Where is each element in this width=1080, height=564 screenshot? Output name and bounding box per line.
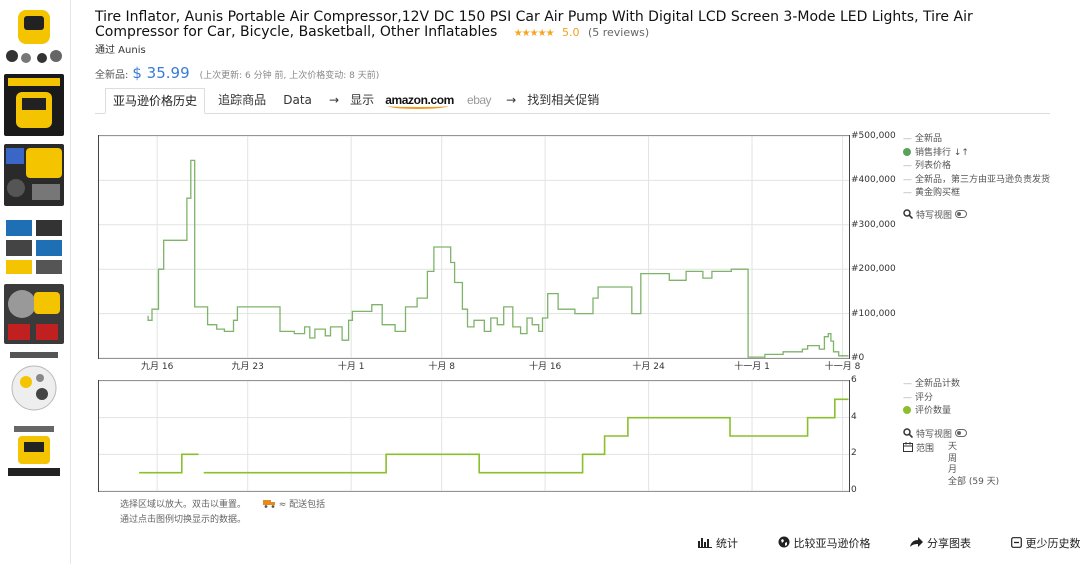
sales-rank-chart[interactable] [98, 135, 850, 359]
magnifier-icon-2 [903, 427, 914, 438]
minus-square-icon [1010, 537, 1022, 548]
review-count-y-axis: 6 4 2 0 [851, 374, 871, 498]
compare-button[interactable]: 比较亚马逊价格 [778, 536, 889, 550]
price-label: 全新品: [95, 70, 129, 81]
product-title-text[interactable]: Tire Inflator, Aunis Portable Air Compre… [95, 9, 973, 40]
y-tick-label: 2 [851, 448, 857, 459]
range-selector: 范围 天 周 月 全部 (59 天) [903, 442, 999, 487]
share-button[interactable]: 分享图表 [910, 537, 989, 550]
less-history-button[interactable]: 更少历史数据 [1010, 537, 1080, 550]
star-rating-icon: ★★★★★ [513, 28, 555, 39]
product-thumbnail-4[interactable] [4, 214, 64, 276]
y-tick-label: 4 [851, 411, 857, 422]
product-thumbnail-main[interactable] [4, 6, 64, 66]
product-thumbnail-5[interactable] [4, 284, 64, 344]
x-tick-label: 十月 16 [528, 362, 562, 372]
seller-info: 通过 Aunis [95, 45, 146, 56]
review-count[interactable]: (5 reviews) [587, 26, 650, 39]
x-tick-label: 九月 23 [231, 362, 264, 372]
legend-item-new[interactable]: — 全新品 [903, 134, 943, 144]
range-week[interactable]: 周 [948, 453, 958, 464]
x-tick-label: 十月 1 [337, 362, 365, 372]
sales-rank-dot-icon [903, 147, 911, 156]
legend-item-new-count[interactable]: — 全新品计数 [903, 379, 961, 389]
chart-hint: 选择区域以放大。双击以重置。 ≈ 配送包括 通过点击图例切换显示的数据。 [120, 498, 325, 528]
y-tick-label: #0 [851, 353, 865, 363]
date-x-axis: 九月 16 九月 23 十月 1 十月 8 十月 16 十月 24 十一月 1 十一月 8 [98, 359, 861, 373]
x-tick-label: 十一月 1 [734, 362, 770, 372]
y-tick-label: #500,000 [851, 131, 896, 141]
review-count-dot-icon [903, 406, 911, 414]
hint-zoom: 选择区域以放大。双击以重置。 [120, 500, 247, 510]
y-tick-label: 0 [851, 485, 857, 495]
magnifier-icon [903, 208, 914, 219]
truck-icon [262, 500, 275, 508]
arrow-right-icon: → [328, 93, 340, 107]
legend-item-rating[interactable]: — 评分 [903, 392, 934, 403]
stats-button[interactable]: 统计 [698, 537, 756, 550]
legend-item-new-third-party[interactable]: — 全新品，第三方由亚马逊负责发货 [903, 174, 1051, 185]
x-tick-label: 十一月 8 [824, 362, 861, 372]
hint-shipping: ≈ 配送包括 [278, 500, 326, 510]
thumbnail-column [0, 0, 71, 564]
bar-chart-icon [698, 538, 712, 548]
legend-bottom: — 全新品计数 — 评分 评价数量 特写视图 范围 天 周 月 全部 (59 天) [903, 378, 999, 487]
sales-rank-y-axis: #500,000 #400,000 #300,000 #200,000 #100,000… [851, 130, 901, 366]
sales-rank-line[interactable] [147, 159, 849, 358]
y-tick-label: #100,000 [851, 308, 896, 319]
current-price: $ 35.99 [132, 64, 190, 82]
chart-footer: 统计 比较亚马逊价格 分享图表 更少历史数据 [698, 535, 1080, 551]
range-all[interactable]: 全部 (59 天) [948, 476, 1000, 487]
tab-bar: 亚马逊价格历史 追踪商品 Data → 显示 amazon.com ebay →… [95, 88, 1050, 114]
toggle-switch-icon-2[interactable] [955, 428, 968, 437]
review-count-chart[interactable] [98, 380, 850, 492]
hint-legend: 通过点击图例切换显示的数据。 [120, 515, 247, 525]
update-note: (上次更新: 6 分钟 前, 上次价格变动: 8 天前) [199, 71, 380, 81]
y-tick-label: #200,000 [851, 264, 896, 275]
tab-data[interactable]: Data [283, 93, 312, 107]
x-tick-label: 九月 16 [141, 362, 174, 372]
toggle-switch-icon[interactable] [955, 209, 968, 218]
x-tick-label: 十月 8 [428, 362, 455, 372]
show-label: 显示 [350, 93, 375, 107]
price-bar: 全新品: $ 35.99 (上次更新: 6 分钟 前, 上次价格变动: 8 天前) [95, 64, 379, 82]
find-deals-link[interactable]: 找到相关促销 [527, 93, 600, 107]
product-thumbnail-6[interactable] [4, 350, 64, 414]
x-tick-label: 十月 24 [632, 362, 665, 372]
legend-item-buy-box[interactable]: — 黄金购买框 [903, 188, 961, 198]
y-tick-label: #300,000 [851, 219, 896, 230]
rating-value: 5.0 [562, 26, 580, 39]
range-day[interactable]: 天 [948, 442, 958, 452]
range-month[interactable]: 月 [948, 465, 958, 475]
legend-item-review-count[interactable]: 评价数量 [903, 405, 967, 419]
legend-item-sales-rank[interactable]: 销售排行 ↓↑ [903, 147, 1050, 161]
y-tick-label: 6 [851, 375, 857, 385]
product-thumbnail-2[interactable] [4, 74, 64, 136]
calendar-icon [903, 442, 913, 452]
close-up-toggle-top[interactable]: 特写视图 [903, 208, 1050, 224]
y-tick-label: #400,000 [851, 175, 896, 186]
product-thumbnail-7[interactable] [4, 422, 64, 482]
legend-top: — 全新品 销售排行 ↓↑ — 列表价格 — 全新品，第三方由亚马逊负责发货 — 黄金购… [903, 133, 1050, 223]
share-icon [910, 537, 923, 547]
tab-price-history[interactable]: 亚马逊价格历史 [105, 88, 206, 114]
ebay-logo-link[interactable]: ebay [467, 93, 492, 107]
close-up-toggle-bottom[interactable]: 特写视图 [903, 427, 968, 443]
product-title: Tire Inflator, Aunis Portable Air Compre… [95, 10, 1055, 41]
legend-item-list-price[interactable]: — 列表价格 [903, 161, 952, 171]
amazon-logo-link[interactable]: amazon.com [385, 88, 454, 112]
product-thumbnail-3[interactable] [4, 144, 64, 206]
tab-track-product[interactable]: 追踪商品 [218, 93, 267, 107]
arrow-right-icon-2: → [506, 93, 517, 107]
sort-icon[interactable]: ↓↑ [953, 147, 969, 158]
review-count-line[interactable] [139, 398, 849, 474]
globe-icon [778, 536, 789, 548]
